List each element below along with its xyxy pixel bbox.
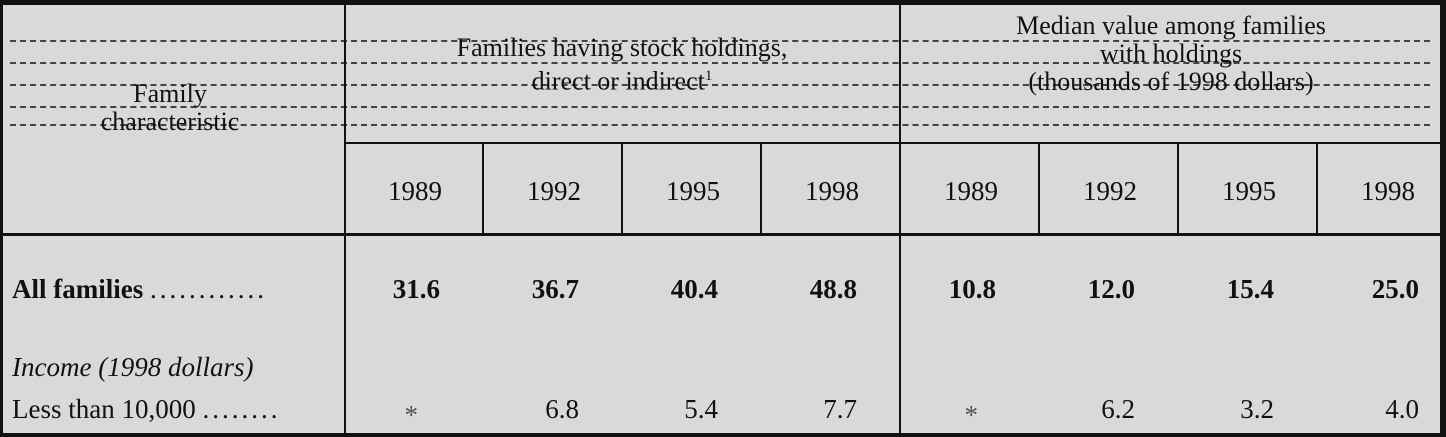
year-divider <box>1177 143 1179 234</box>
table-cell: 31.6 <box>392 274 440 304</box>
group-header-line: Median value among families <box>1016 11 1326 40</box>
table-cell: 6.2 <box>1101 394 1135 424</box>
table-cell: 5.4 <box>684 394 718 424</box>
table-cell: 12.0 <box>1087 274 1135 304</box>
header-bottom-rule <box>3 233 1440 236</box>
year-header: 1995 <box>1222 176 1276 206</box>
table-cell: 3.2 <box>1240 394 1274 424</box>
leader-dots: ........ <box>202 394 281 424</box>
table-cell: 36.7 <box>531 274 579 304</box>
stub-header-line: Family <box>133 79 207 108</box>
header-dash-rule <box>10 106 1430 108</box>
year-divider <box>482 143 484 234</box>
stub-header: Family characteristic <box>40 80 300 136</box>
table-cell: 4.0 <box>1385 394 1419 424</box>
year-divider <box>1038 143 1040 234</box>
group-header-line: with holdings <box>1099 39 1243 68</box>
header-dash-rule <box>10 40 1430 42</box>
group-header-median-value: Median value among families with holding… <box>901 12 1441 96</box>
year-header: 1998 <box>1361 176 1415 206</box>
table-cell: 25.0 <box>1371 274 1419 304</box>
year-header: 1995 <box>666 176 720 206</box>
year-divider <box>621 143 623 234</box>
table-cell: 40.4 <box>670 274 718 304</box>
header-dash-rule <box>10 124 1430 126</box>
row-label-text: Less than 10,000 <box>12 394 196 424</box>
year-header: 1989 <box>944 176 998 206</box>
row-label-text: All families <box>12 274 144 304</box>
group-header-line: direct or indirect1 <box>346 62 898 96</box>
table-cell: 15.4 <box>1226 274 1274 304</box>
header-dash-rule <box>10 62 1430 64</box>
stub-header-line: characteristic <box>100 107 240 136</box>
section-label-income: Income (1998 dollars) <box>12 352 254 382</box>
table-cell: * <box>964 400 979 430</box>
table-cell: 7.7 <box>823 394 857 424</box>
row-label-all-families: All families ............ <box>12 274 267 305</box>
year-header: 1989 <box>388 176 442 206</box>
group-divider <box>899 4 901 433</box>
group-header-line: Families having stock holdings, <box>456 33 788 62</box>
group-header-line: (thousands of 1998 dollars) <box>1028 67 1314 96</box>
table-cell: 6.8 <box>545 394 579 424</box>
header-dash-rule <box>10 84 1430 86</box>
row-label-less-than-10000: Less than 10,000 ........ <box>12 394 280 425</box>
year-header: 1992 <box>1083 176 1137 206</box>
table-cell: * <box>404 400 419 430</box>
table-cell: 10.8 <box>948 274 996 304</box>
leader-dots: ............ <box>149 274 267 304</box>
group-header-stock-holdings: Families having stock holdings, direct o… <box>346 34 898 96</box>
year-header: 1998 <box>805 176 859 206</box>
year-divider <box>760 143 762 234</box>
stub-divider <box>344 4 346 433</box>
year-divider <box>1316 143 1318 234</box>
year-header: 1992 <box>527 176 581 206</box>
footnote-marker: 1 <box>704 68 713 84</box>
group-header-rule <box>345 142 1440 144</box>
group-header-text: direct or indirect <box>531 66 705 96</box>
table-cell: 48.8 <box>809 274 857 304</box>
